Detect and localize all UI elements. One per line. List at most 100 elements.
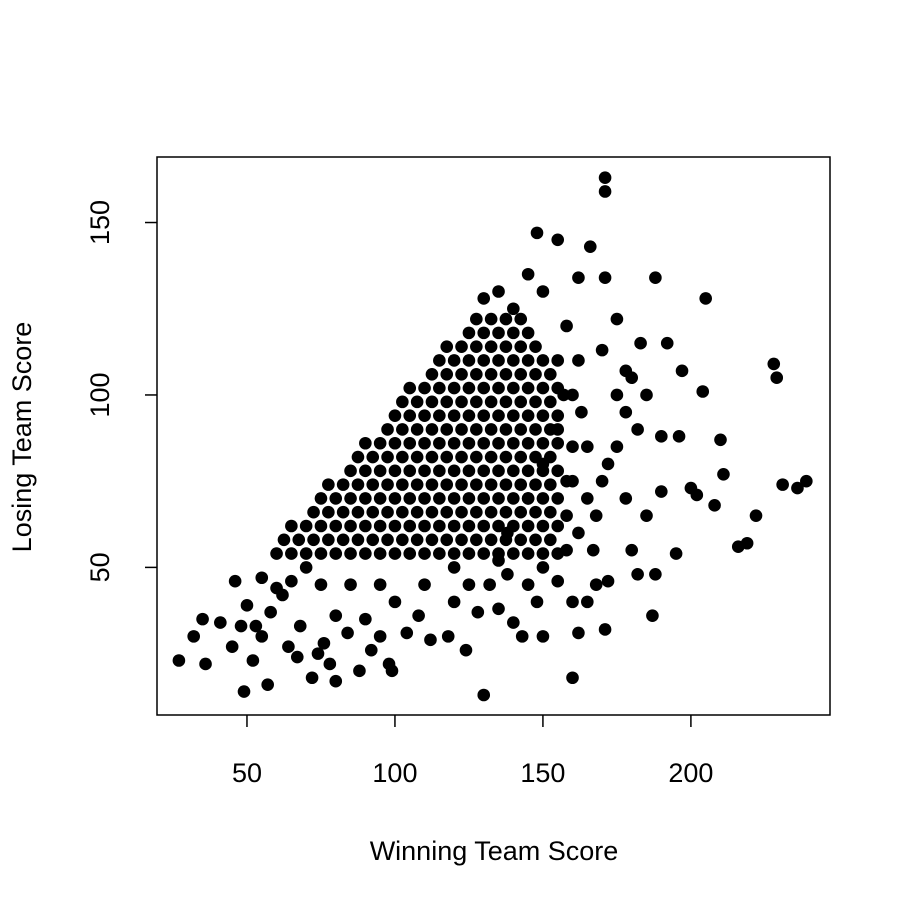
point — [447, 547, 461, 560]
point — [366, 505, 380, 519]
point — [381, 423, 394, 436]
x-tick-label: 100 — [372, 758, 417, 788]
point — [418, 578, 431, 591]
point — [477, 354, 491, 367]
point — [351, 450, 365, 464]
point — [514, 367, 528, 381]
point — [536, 547, 550, 560]
point — [521, 492, 535, 505]
point — [455, 423, 468, 436]
point — [228, 574, 242, 588]
point — [285, 519, 298, 533]
point — [299, 547, 313, 560]
point — [396, 533, 409, 547]
point — [484, 505, 498, 519]
point — [329, 547, 343, 560]
point — [619, 405, 633, 419]
point — [595, 474, 609, 488]
point — [601, 574, 615, 588]
point — [477, 409, 491, 422]
point — [425, 505, 439, 519]
point — [425, 533, 439, 547]
point — [477, 464, 491, 478]
point — [514, 450, 528, 464]
point — [329, 492, 343, 505]
point — [234, 619, 248, 633]
point — [708, 499, 721, 512]
point — [403, 436, 417, 450]
point — [381, 450, 394, 464]
point — [544, 533, 557, 547]
point — [359, 464, 372, 478]
point — [462, 409, 476, 422]
x-tick-label: 50 — [232, 758, 262, 788]
point — [396, 505, 409, 519]
point — [484, 450, 498, 464]
point — [660, 336, 674, 350]
point — [521, 354, 535, 367]
point — [595, 343, 609, 357]
point — [589, 578, 603, 591]
point — [530, 595, 544, 609]
point — [447, 436, 461, 450]
point — [322, 505, 335, 519]
point — [598, 171, 612, 184]
point — [625, 543, 639, 557]
point — [610, 388, 624, 402]
point — [696, 385, 710, 398]
point — [740, 536, 754, 550]
point — [477, 492, 491, 505]
point — [425, 423, 439, 436]
point — [425, 450, 439, 464]
point — [459, 643, 473, 657]
point — [418, 436, 431, 450]
point — [557, 388, 570, 402]
point — [610, 440, 624, 453]
point — [501, 567, 514, 581]
point — [566, 388, 579, 402]
point — [373, 547, 387, 560]
point — [484, 312, 498, 326]
x-tick-label: 150 — [520, 758, 565, 788]
point — [381, 505, 394, 519]
point — [514, 423, 528, 436]
point — [699, 292, 712, 305]
point — [455, 450, 468, 464]
point — [462, 492, 476, 505]
point — [433, 436, 446, 450]
point — [492, 519, 505, 533]
point — [655, 485, 668, 498]
point — [631, 567, 644, 581]
point — [499, 367, 513, 381]
y-tick-label: 100 — [85, 372, 115, 417]
point — [507, 326, 520, 340]
point — [261, 678, 274, 691]
point — [440, 450, 454, 464]
point — [196, 612, 209, 626]
point — [492, 492, 505, 505]
point — [447, 492, 461, 505]
point — [425, 367, 439, 381]
point — [492, 354, 505, 367]
point — [396, 395, 409, 409]
point — [403, 547, 417, 560]
point — [353, 664, 366, 678]
point — [344, 464, 357, 478]
point — [299, 519, 313, 533]
point — [536, 492, 550, 505]
point — [536, 285, 550, 298]
point — [586, 543, 600, 557]
point — [440, 505, 454, 519]
point — [351, 478, 365, 491]
point — [484, 340, 498, 353]
point — [560, 319, 573, 333]
point — [470, 395, 483, 409]
point — [462, 381, 476, 395]
point — [410, 395, 424, 409]
point — [514, 533, 528, 547]
point — [515, 630, 529, 643]
point — [462, 326, 476, 340]
point — [529, 505, 542, 519]
point — [767, 357, 781, 371]
point — [536, 409, 550, 422]
